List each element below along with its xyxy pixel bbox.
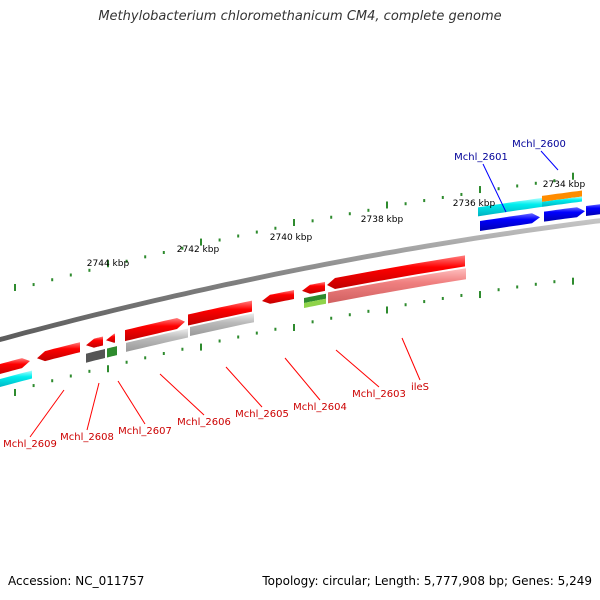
feature-tracks [0,190,600,387]
orange-feature [542,190,582,202]
gene-label: Mchl_2601 [454,152,508,163]
callout-line [225,366,263,408]
accession-text: Accession: NC_011757 [8,574,145,588]
cyan-feature-left [0,370,32,387]
green-feature-2607 [107,346,117,358]
gene-label: Mchl_2608 [60,432,114,443]
gene-callouts [29,150,559,438]
cds-mchl-2610 [0,358,30,374]
kbp-label: 2734 kbp [543,180,586,190]
grey-feature-2606 [126,328,188,352]
genome-backbone [0,218,600,343]
cds-mchl-2606 [125,318,185,342]
kbp-label: 2736 kbp [453,199,496,209]
gene-label: Mchl_2604 [293,402,347,413]
gene-label: ileS [411,382,429,393]
kbp-label: 2740 kbp [270,233,313,243]
kbp-label: 2742 kbp [177,245,220,255]
gene-label: Mchl_2605 [235,409,289,420]
genome-info-text: Topology: circular; Length: 5,777,908 bp… [262,574,592,588]
callout-line [401,337,421,381]
cds-mchl-2607 [106,333,115,343]
cyan-feature-outer [478,197,542,217]
cds-mchl-2599 [586,204,600,216]
gene-label: Mchl_2606 [177,417,231,428]
green-feature-a [304,293,326,303]
dark-feature-2608 [86,349,105,363]
grey-feature-2605 [190,313,254,336]
cds-mchl-2605 [188,300,252,326]
callout-line [284,357,321,401]
rna-ileS-track [328,268,466,304]
callout-line [540,150,559,171]
callout-line [86,382,100,431]
gene-label: Mchl_2607 [118,426,172,437]
gene-label: Mchl_2600 [512,139,566,150]
kbp-label: 2738 kbp [361,215,404,225]
map-labels: 2744 kbp 2742 kbp 2740 kbp 2738 kbp 2736 kbp… [3,139,585,450]
cds-mchl-2601 [480,213,540,231]
cds-ileS [327,255,465,289]
cds-mchl-2604 [262,290,294,304]
cds-mchl-2600 [544,207,585,222]
callout-line [29,389,65,438]
callout-line [117,380,146,425]
tick-marks [14,172,574,396]
gene-label: Mchl_2609 [3,439,57,450]
callout-line [159,373,205,416]
genome-title: Methylobacterium chloromethanicum CM4, c… [98,9,502,24]
cds-mchl-2608 [86,336,103,348]
cds-mchl-2603 [302,281,325,294]
cds-mchl-2609 [37,342,80,362]
callout-line [482,163,507,213]
kbp-label: 2744 kbp [87,259,130,269]
callout-line [335,349,380,388]
cyan-feature-small [542,196,582,207]
gene-label: Mchl_2603 [352,389,406,400]
lightgreen-feature [304,298,326,308]
